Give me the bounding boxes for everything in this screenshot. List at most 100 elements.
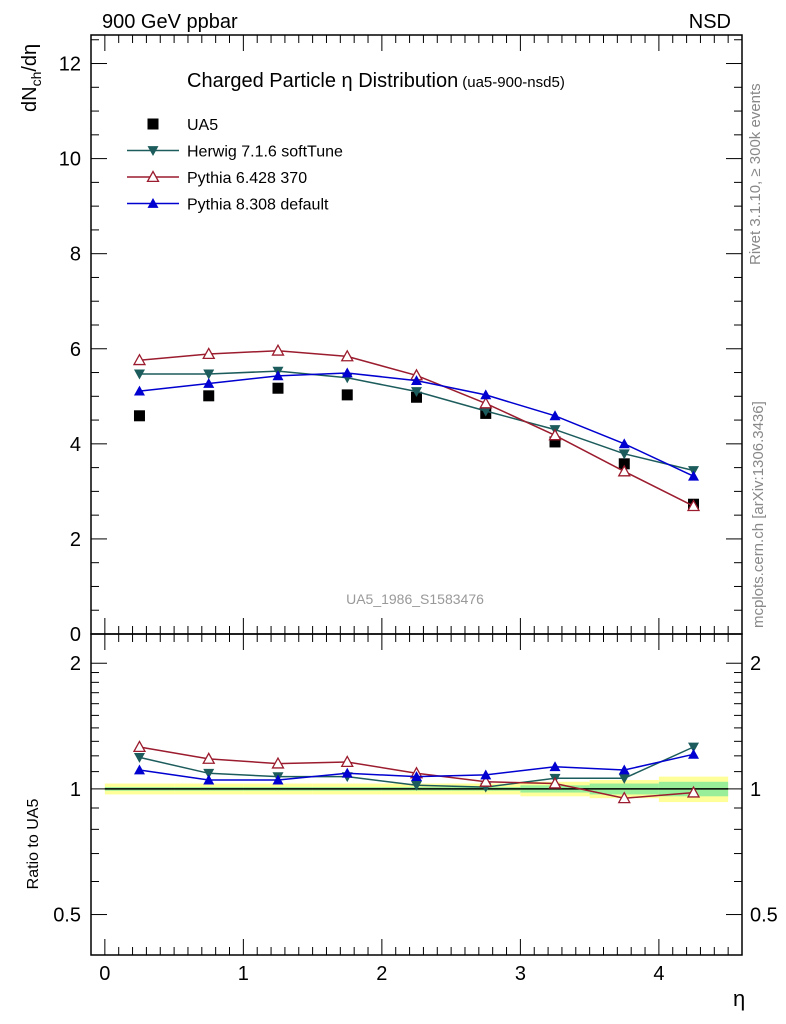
ratio-point [480,769,492,780]
data-point [203,390,215,402]
rivet-label: Rivet 3.1.10, ≥ 300k events [747,83,764,265]
ratio-point [133,752,145,763]
ratio-point [617,791,631,804]
x-tick-label: 4 [653,963,664,985]
x-axis-label: η [733,986,745,1011]
ratio-y-tick-label-right: 1 [750,779,761,801]
data-point [203,377,215,388]
ratio-y-tick-label-right: 2 [750,653,761,675]
main-series-pythia-8-308-default [133,367,700,481]
main-y-tick-label: 10 [59,149,81,171]
data-point [618,458,630,470]
ratio-point [686,785,701,798]
ratio-point [132,740,147,753]
legend-label: Pythia 8.308 default [187,197,329,214]
data-point [411,375,422,386]
data-point [203,369,215,380]
ratio-point [549,761,561,772]
ratio-point [548,776,562,789]
main-y-tick-label: 2 [70,529,81,551]
data-point [411,387,422,398]
ratio-panel-frame [90,633,743,956]
ratio-point [411,771,422,782]
chart-title-main: Charged Particle η Distribution [187,70,458,92]
series-line [139,370,694,472]
x-tick-label: 2 [376,963,387,985]
ratio-y-tick-label-left: 1 [70,779,81,801]
ratio-point [203,774,215,785]
main-y-tick-label: 12 [59,54,81,76]
data-point [549,410,561,421]
ratio-y-tick-label-right: 0.5 [750,905,778,927]
data-point [480,406,492,417]
analysis-watermark: UA5_1986_S1583476 [346,591,484,607]
data-point [202,347,216,360]
ratio-point [618,764,630,775]
legend-label: Pythia 6.428 370 [187,170,307,187]
legend-entry: UA5 [147,117,218,134]
legend-label: Herwig 7.1.6 softTune [187,144,343,161]
legend-marker [146,170,160,183]
ratio-point [341,767,353,778]
data-point [688,470,700,481]
x-tick-label: 1 [238,963,249,985]
ratio-point [688,742,700,753]
data-point [479,396,493,409]
ratio-point [340,755,354,768]
data-point [133,385,145,396]
data-point [480,389,492,400]
data-point [133,369,145,380]
data-point [341,367,353,378]
chart-subtitle: (ua5-900-nsd5) [462,74,565,91]
legend: UA5 Herwig 7.1.6 softTune Pythia 6.428 370… [127,117,343,214]
ratio-y-axis-label: Ratio to UA5 [25,799,42,890]
data-point [411,391,422,403]
data-point [618,449,630,460]
ratio-series-pythia-8-308-default [133,748,700,785]
ratio-point [618,773,630,784]
ratio-point [479,774,493,787]
main-y-tick-label: 6 [70,339,81,361]
ratio-series-layer [132,740,701,804]
legend-entry: Pythia 6.428 370 [127,170,307,187]
ratio-point [203,768,215,779]
legend-label: UA5 [187,117,218,134]
legend-entry: Herwig 7.1.6 softTune [127,144,343,161]
chart-title: Charged Particle η Distribution (ua5-900-… [187,70,565,92]
legend-entry: Pythia 8.308 default [127,197,329,214]
ratio-point [133,764,145,775]
legend-marker [147,198,159,208]
header-left-label: 900 GeV ppbar [102,11,238,33]
data-point [549,436,561,448]
data-point [271,343,285,356]
data-point [133,410,145,422]
legend-marker [147,146,159,156]
ratio-point [271,756,285,769]
data-point [617,464,631,477]
data-point [548,428,562,441]
data-point [272,382,284,394]
ratio-point [202,752,216,764]
main-series-layer [132,343,701,512]
main-y-axis-label: dNch/dη [19,44,44,112]
ratio-point [272,774,284,785]
mcplots-label: mcplots.cern.ch [arXiv:1306.3436] [750,401,767,628]
data-point [272,370,284,381]
ratio-y-tick-label-left: 0.5 [53,905,81,927]
main-y-tick-label: 0 [70,624,81,646]
data-point [686,499,701,512]
data-point [340,349,354,362]
main-y-tick-label: 4 [70,434,81,456]
ratio-point [688,748,700,759]
main-y-tick-label: 8 [70,244,81,266]
x-tick-label: 0 [99,963,110,985]
main-series-pythia-6-428-370 [132,343,701,512]
legend-marker [147,118,159,130]
data-point [132,353,147,366]
data-point [341,389,353,401]
ratio-point [411,780,422,791]
main-series-ua5 [133,382,700,510]
ratio-y-tick-label-left: 2 [70,653,81,675]
data-point [618,438,630,449]
